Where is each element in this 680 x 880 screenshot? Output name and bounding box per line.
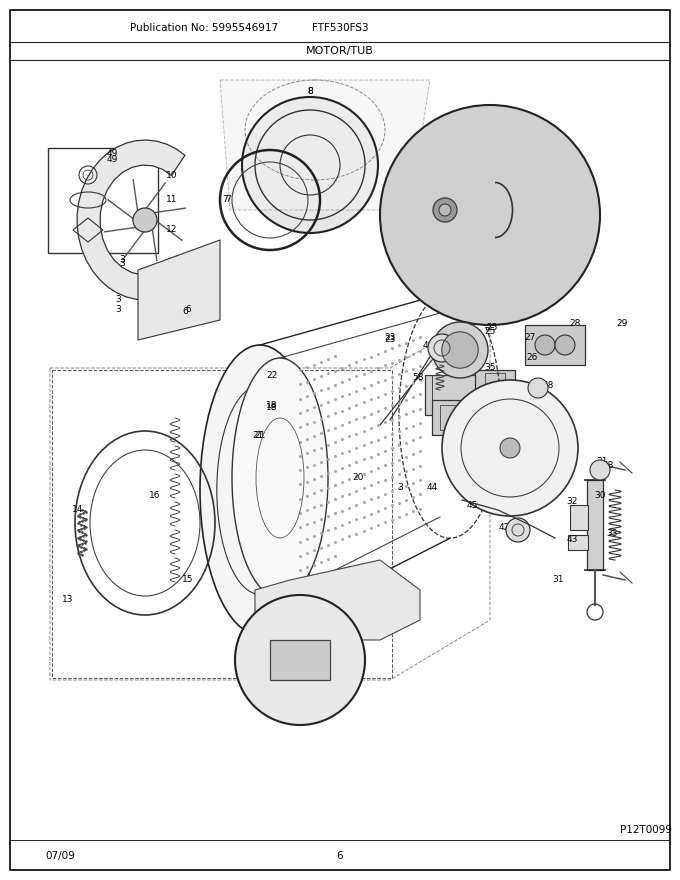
Polygon shape [255, 560, 420, 640]
Circle shape [528, 378, 548, 398]
Circle shape [442, 332, 478, 368]
Text: 11: 11 [166, 195, 177, 204]
Text: 35: 35 [484, 363, 496, 371]
Circle shape [590, 460, 610, 480]
Text: 18: 18 [267, 400, 277, 409]
Text: 33: 33 [607, 530, 617, 539]
Circle shape [555, 335, 575, 355]
Text: 40: 40 [422, 341, 434, 349]
Text: 7: 7 [225, 195, 231, 204]
Text: 8: 8 [307, 87, 313, 97]
Text: 31: 31 [552, 576, 564, 584]
Bar [570, 505, 588, 530]
Text: 23: 23 [384, 335, 396, 344]
Text: MOTOR/TUB: MOTOR/TUB [306, 46, 374, 56]
Text: 3: 3 [119, 260, 125, 268]
Bar [440, 405, 484, 430]
Text: 21: 21 [252, 430, 264, 439]
Bar [587, 480, 603, 570]
Text: 49: 49 [106, 156, 118, 165]
Ellipse shape [232, 358, 328, 598]
Text: 25: 25 [484, 327, 496, 336]
Text: 30: 30 [594, 492, 606, 501]
Text: 42: 42 [498, 524, 509, 532]
Text: 12: 12 [167, 225, 177, 234]
Text: 14: 14 [72, 505, 84, 515]
Bar [525, 325, 585, 365]
Circle shape [432, 322, 488, 378]
Circle shape [235, 595, 365, 725]
Text: 48: 48 [602, 460, 613, 470]
Text: 6: 6 [185, 305, 191, 314]
Text: 3: 3 [119, 255, 125, 265]
Text: 19: 19 [322, 637, 334, 647]
Text: Publication No: 5995546917: Publication No: 5995546917 [130, 23, 278, 33]
Text: 29: 29 [616, 319, 628, 328]
Text: 26: 26 [526, 354, 538, 363]
Text: 10: 10 [166, 171, 177, 180]
Text: 43: 43 [566, 536, 578, 545]
Circle shape [439, 204, 451, 216]
Bar [568, 535, 588, 550]
Text: 7: 7 [222, 195, 228, 204]
Text: 58: 58 [412, 373, 424, 383]
Text: P12T0099: P12T0099 [620, 825, 672, 835]
Bar [432, 375, 487, 405]
Text: 17: 17 [252, 664, 264, 672]
Bar [52, 370, 392, 678]
Text: 17: 17 [256, 664, 268, 672]
Text: 3: 3 [115, 305, 121, 314]
Text: 19: 19 [324, 635, 336, 644]
Polygon shape [220, 80, 430, 210]
Text: 23: 23 [384, 334, 396, 342]
Text: 15: 15 [182, 576, 194, 584]
Bar [475, 370, 515, 400]
Text: 3: 3 [397, 483, 403, 493]
Text: 25: 25 [486, 324, 498, 333]
Text: 41: 41 [543, 341, 554, 349]
Text: 13: 13 [63, 596, 73, 605]
Polygon shape [270, 640, 330, 680]
Text: 49: 49 [106, 150, 118, 158]
Bar [48, 148, 158, 253]
Text: FTF530FS3: FTF530FS3 [311, 23, 369, 33]
Text: 21: 21 [254, 430, 266, 439]
Text: 18: 18 [267, 404, 277, 413]
Circle shape [433, 198, 457, 222]
Circle shape [428, 334, 456, 362]
Circle shape [506, 518, 530, 542]
Circle shape [442, 380, 578, 516]
Ellipse shape [242, 97, 378, 233]
Ellipse shape [200, 345, 320, 635]
Bar [485, 373, 505, 397]
Text: 6: 6 [337, 851, 343, 861]
Text: 28: 28 [569, 319, 581, 328]
Polygon shape [138, 240, 220, 340]
Polygon shape [78, 140, 185, 300]
Text: 48: 48 [543, 380, 554, 390]
Text: 31: 31 [596, 458, 608, 466]
Text: 8: 8 [307, 87, 313, 97]
Text: 20: 20 [352, 473, 364, 482]
Text: 07/09: 07/09 [45, 851, 75, 861]
Circle shape [500, 438, 520, 458]
Circle shape [535, 335, 555, 355]
Text: 3: 3 [115, 296, 121, 304]
Bar [432, 400, 492, 435]
Text: 27: 27 [524, 334, 536, 342]
Text: 6: 6 [182, 307, 188, 317]
Text: 44: 44 [426, 483, 438, 493]
Circle shape [133, 208, 157, 232]
Text: 16: 16 [149, 492, 160, 501]
Text: 45: 45 [466, 501, 477, 510]
Text: 22: 22 [267, 370, 277, 379]
Circle shape [380, 105, 600, 325]
Text: 32: 32 [566, 497, 578, 507]
Bar [425, 375, 495, 415]
